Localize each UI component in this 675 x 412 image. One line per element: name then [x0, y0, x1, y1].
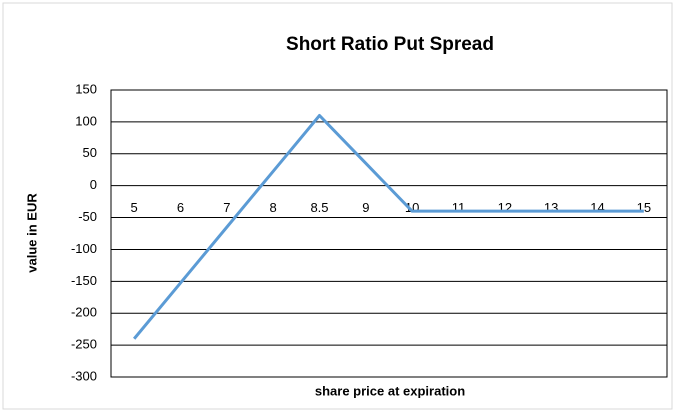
- x-tick-label: 8.5: [310, 200, 328, 215]
- x-tick-label: 8: [270, 200, 277, 215]
- y-tick-label: -100: [71, 241, 97, 256]
- y-tick-label: -150: [71, 273, 97, 288]
- x-tick-label: 13: [544, 200, 558, 215]
- x-tick-label: 14: [590, 200, 604, 215]
- y-tick-label: 50: [83, 145, 97, 160]
- y-tick-label: -250: [71, 337, 97, 352]
- x-tick-label: 12: [498, 200, 512, 215]
- y-tick-label: -200: [71, 305, 97, 320]
- chart-title: Short Ratio Put Spread: [286, 34, 494, 55]
- x-tick-label: 11: [452, 200, 466, 215]
- y-tick-label: 150: [75, 81, 97, 96]
- y-tick-label: -300: [71, 368, 97, 383]
- x-axis-label: share price at expiration: [315, 383, 465, 398]
- y-axis-label: value in EUR: [24, 193, 39, 273]
- y-tick-label: -50: [78, 209, 97, 224]
- x-tick-label: 6: [177, 200, 184, 215]
- x-tick-label: 9: [362, 200, 369, 215]
- y-tick-label: 0: [90, 177, 97, 192]
- x-tick-label: 7: [223, 200, 230, 215]
- x-tick-label: 5: [131, 200, 138, 215]
- y-tick-label: 100: [75, 113, 97, 128]
- x-tick-label: 15: [637, 200, 651, 215]
- data-line: [133, 114, 644, 340]
